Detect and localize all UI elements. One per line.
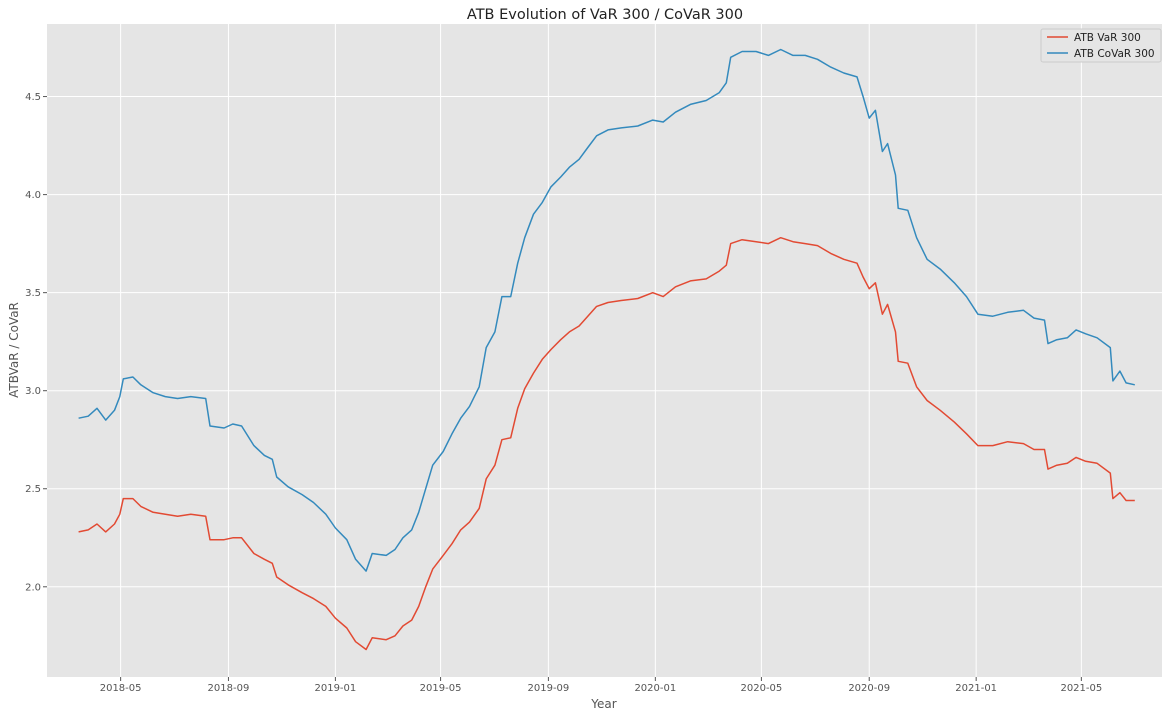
y-tick-label: 4.5 — [25, 92, 41, 103]
x-tick-label: 2021-05 — [1060, 683, 1102, 694]
legend-entry-var: ATB VaR 300 — [1074, 32, 1141, 44]
x-tick-label: 2018-09 — [208, 683, 250, 694]
series-line-var — [78, 236, 1135, 651]
x-axis-label: Year — [590, 697, 616, 711]
plot-area — [47, 24, 1162, 677]
grid-lines — [47, 24, 1162, 677]
x-tick-label: 2021-01 — [955, 683, 997, 694]
x-tick-label: 2020-09 — [848, 683, 890, 694]
x-tick-label: 2020-01 — [634, 683, 676, 694]
chart-title: ATB Evolution of VaR 300 / CoVaR 300 — [467, 7, 743, 23]
legend-box — [1040, 28, 1162, 63]
x-axis-ticks: 2018-05 2018-09 2019-01 2019-05 2019-09 2020-… — [100, 677, 1102, 694]
x-tick-label: 2019-05 — [420, 683, 462, 694]
y-tick-label: 3.5 — [25, 288, 41, 299]
x-tick-label: 2020-05 — [741, 683, 783, 694]
y-tick-label: 2.5 — [25, 484, 41, 495]
x-tick-label: 2018-05 — [100, 683, 142, 694]
y-axis-label: ATBVaR / CoVaR — [7, 302, 21, 398]
y-axis-ticks: 2.0 2.5 3.0 3.5 4.0 4.5 — [25, 92, 47, 593]
x-tick-label: 2019-01 — [314, 683, 356, 694]
legend: ATB VaR 300 ATB CoVaR 300 — [1040, 28, 1162, 63]
legend-entry-covar: ATB CoVaR 300 — [1074, 48, 1155, 60]
y-tick-label: 3.0 — [25, 386, 41, 397]
y-tick-label: 4.0 — [25, 190, 41, 201]
y-tick-label: 2.0 — [25, 582, 41, 593]
series-lines — [78, 48, 1135, 651]
series-line-covar — [78, 48, 1135, 572]
x-tick-label: 2019-09 — [528, 683, 570, 694]
